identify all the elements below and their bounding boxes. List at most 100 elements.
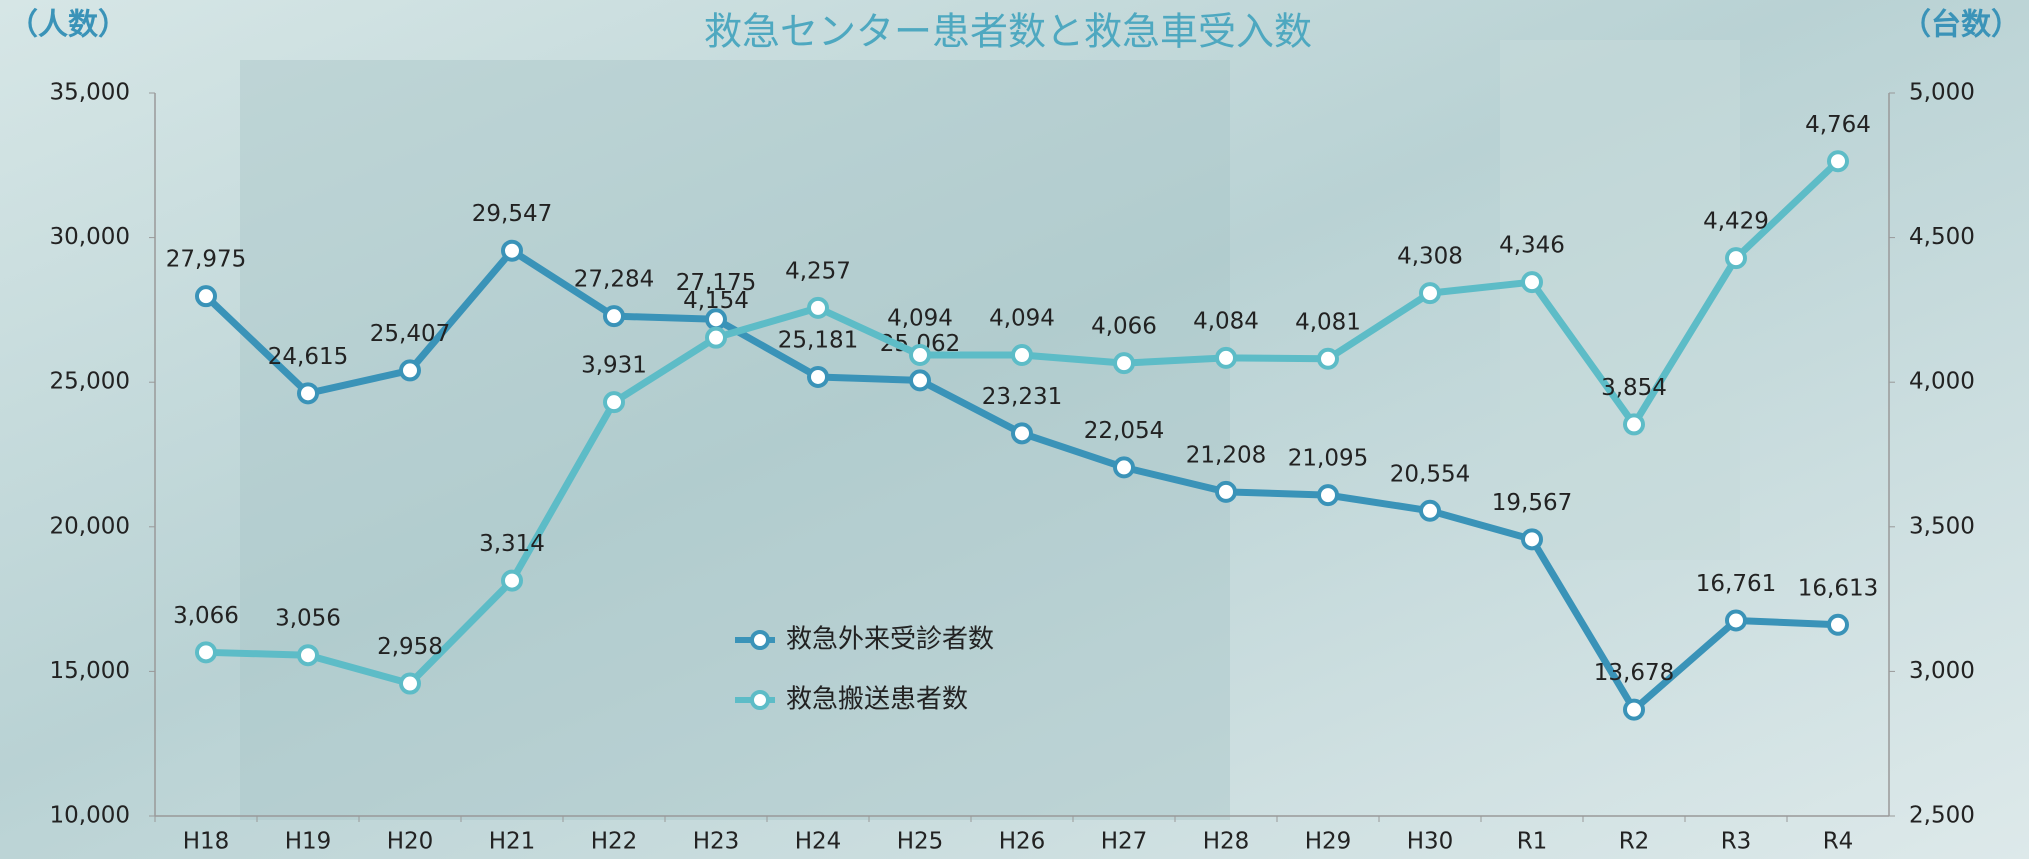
data-point: [1523, 273, 1541, 291]
y2-tick-label: 2,500: [1909, 803, 1975, 829]
x-tick-label: H29: [1305, 829, 1352, 855]
data-label: 3,931: [581, 353, 647, 379]
x-tick-label: R2: [1619, 829, 1650, 855]
data-point: [197, 287, 215, 305]
data-point: [911, 346, 929, 364]
data-label: 25,181: [778, 327, 858, 353]
data-point: [1523, 530, 1541, 548]
y-tick-label: 10,000: [50, 803, 130, 829]
data-point: [1421, 502, 1439, 520]
x-tick-label: H23: [693, 829, 740, 855]
data-label: 29,547: [472, 201, 552, 227]
data-label: 25,407: [370, 321, 450, 347]
data-point: [809, 368, 827, 386]
y2-tick-label: 4,000: [1909, 369, 1975, 395]
y-tick-label: 20,000: [50, 513, 130, 539]
data-label: 3,314: [479, 531, 545, 557]
y2-tick-label: 3,500: [1909, 513, 1975, 539]
x-tick-label: H25: [897, 829, 944, 855]
legend-label: 救急搬送患者数: [786, 685, 968, 715]
y-axis-label: （人数）: [8, 8, 128, 43]
data-point: [911, 371, 929, 389]
data-point: [809, 299, 827, 317]
data-label: 21,208: [1186, 442, 1266, 468]
x-tick-label: H26: [999, 829, 1046, 855]
data-label: 23,231: [982, 384, 1062, 410]
data-label: 16,761: [1696, 571, 1776, 597]
data-label: 4,308: [1397, 244, 1463, 270]
data-label: 3,066: [173, 603, 239, 629]
legend-marker: [752, 632, 768, 648]
data-point: [401, 361, 419, 379]
x-tick-label: R3: [1721, 829, 1752, 855]
x-tick-label: H30: [1407, 829, 1454, 855]
x-tick-label: H19: [285, 829, 332, 855]
data-label: 20,554: [1390, 461, 1470, 487]
data-label: 4,084: [1193, 308, 1259, 334]
data-label: 4,094: [887, 306, 953, 332]
data-label: 13,678: [1594, 660, 1674, 686]
data-point: [1217, 483, 1235, 501]
data-label: 3,056: [275, 606, 341, 632]
data-label: 4,066: [1091, 314, 1157, 340]
data-point: [1625, 415, 1643, 433]
data-point: [299, 646, 317, 664]
y-tick-label: 25,000: [50, 369, 130, 395]
x-tick-label: H28: [1203, 829, 1250, 855]
y-tick-label: 30,000: [50, 224, 130, 250]
data-point: [1115, 354, 1133, 372]
chart-title: 救急センター患者数と救急車受入数: [704, 10, 1312, 54]
data-point: [503, 572, 521, 590]
y2-axis-label: （台数）: [1901, 8, 2021, 43]
data-label: 4,081: [1295, 309, 1361, 335]
data-point: [605, 393, 623, 411]
data-point: [1829, 616, 1847, 634]
data-label: 2,958: [377, 634, 443, 660]
data-label: 19,567: [1492, 490, 1572, 516]
data-label: 4,154: [683, 288, 749, 314]
data-point: [197, 643, 215, 661]
chart: 救急センター患者数と救急車受入数 （人数） （台数） 10,000 15,000 2…: [0, 0, 2029, 859]
data-label: 3,854: [1601, 375, 1667, 401]
x-tick-label: H20: [387, 829, 434, 855]
data-label: 24,615: [268, 344, 348, 370]
y2-tick-label: 3,000: [1909, 658, 1975, 684]
data-label: 4,094: [989, 306, 1055, 332]
data-point: [1319, 350, 1337, 368]
x-tick-label: H22: [591, 829, 638, 855]
data-point: [1115, 458, 1133, 476]
data-point: [299, 384, 317, 402]
data-label: 4,346: [1499, 233, 1565, 259]
x-tick-label: H27: [1101, 829, 1148, 855]
data-point: [1727, 249, 1745, 267]
x-tick-label: H18: [183, 829, 230, 855]
data-label: 4,764: [1805, 112, 1871, 138]
y2-tick-label: 5,000: [1909, 80, 1975, 106]
building-photo: [1500, 40, 1740, 560]
data-point: [1829, 152, 1847, 170]
data-point: [1013, 346, 1031, 364]
y2-tick-label: 4,500: [1909, 224, 1975, 250]
y-tick-label: 15,000: [50, 658, 130, 684]
y-tick-label: 35,000: [50, 80, 130, 106]
data-point: [503, 242, 521, 260]
data-point: [605, 307, 623, 325]
data-point: [1421, 284, 1439, 302]
legend-marker: [752, 692, 768, 708]
data-label: 27,284: [574, 267, 654, 293]
data-label: 22,054: [1084, 418, 1164, 444]
data-label: 4,257: [785, 258, 851, 284]
data-point: [1013, 424, 1031, 442]
x-tick-label: H24: [795, 829, 842, 855]
data-label: 16,613: [1798, 575, 1878, 601]
data-point: [1319, 486, 1337, 504]
x-tick-label: H21: [489, 829, 536, 855]
data-point: [401, 675, 419, 693]
building-photo: [240, 60, 1230, 820]
data-point: [1727, 611, 1745, 629]
data-label: 4,429: [1703, 209, 1769, 235]
data-point: [1625, 701, 1643, 719]
data-point: [1217, 349, 1235, 367]
data-point: [707, 329, 725, 347]
data-label: 27,975: [166, 247, 246, 273]
